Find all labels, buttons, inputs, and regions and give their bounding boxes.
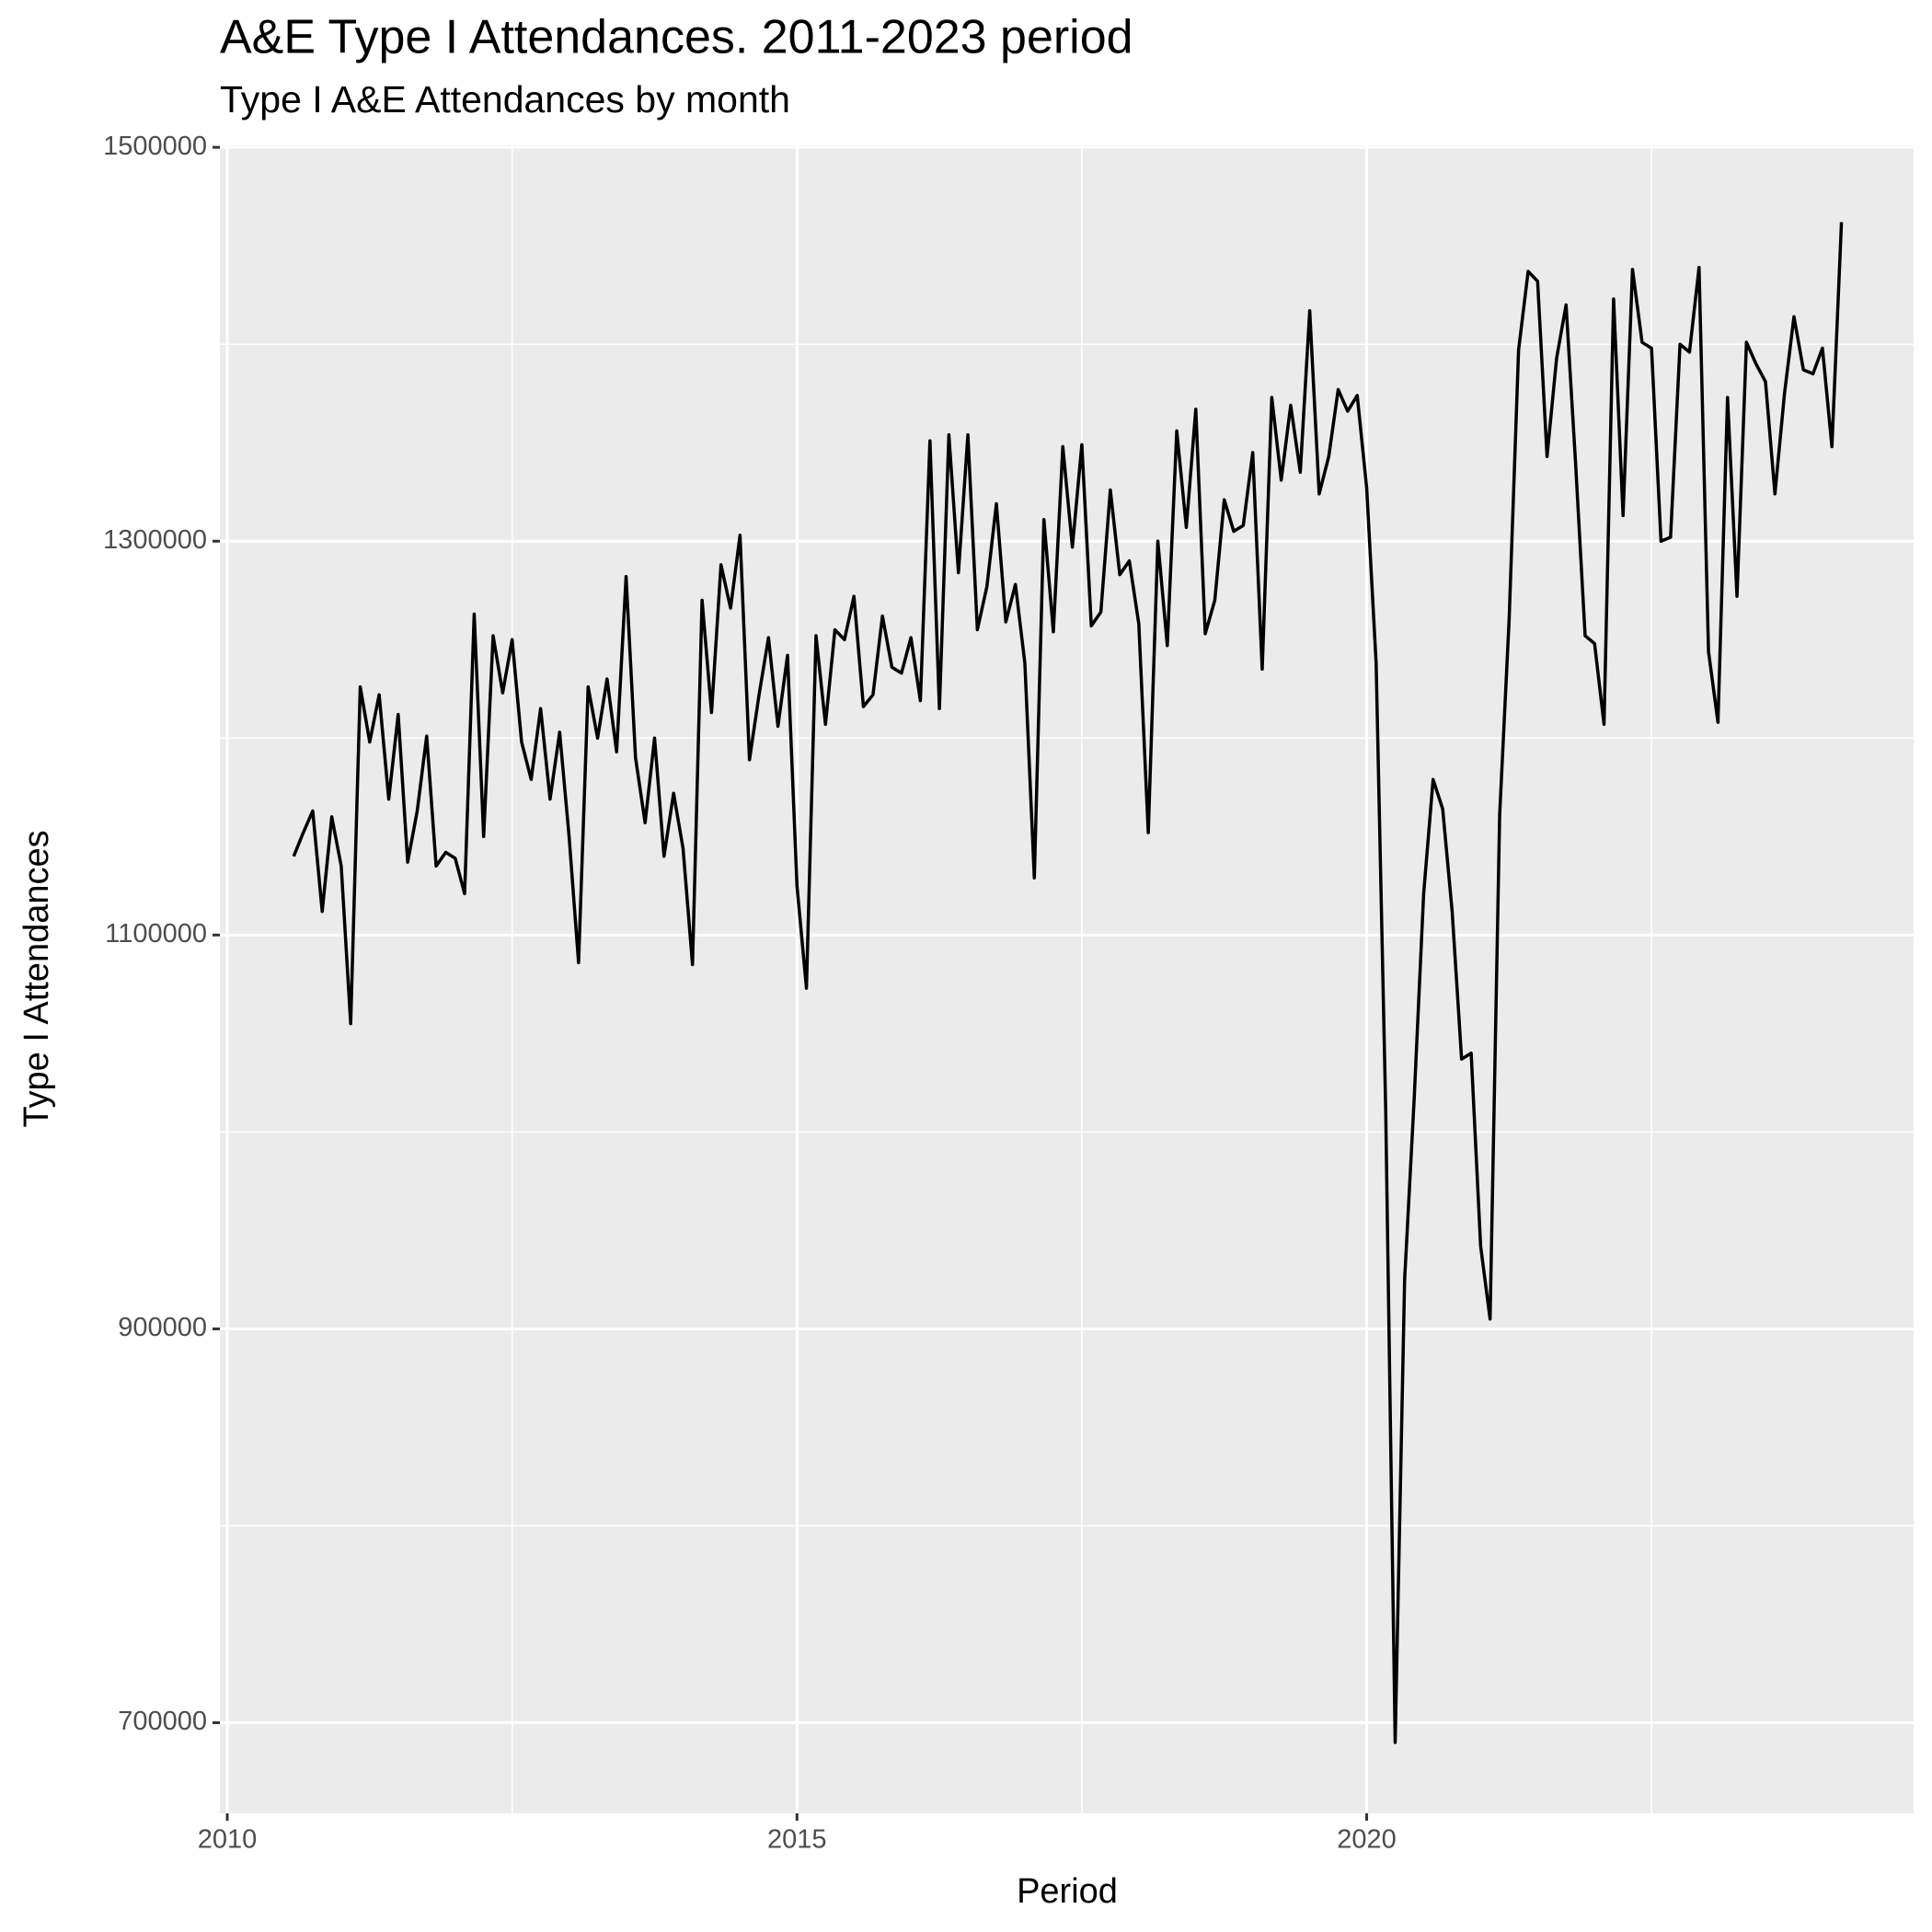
y-axis-title: Type I Attendances <box>17 830 56 1127</box>
chart-title: A&E Type I Attendances. 2011-2023 period <box>220 11 1133 64</box>
line <box>292 222 1844 1744</box>
y-tick-label: 1500000 <box>103 132 207 161</box>
y-tick-label: 700000 <box>118 1707 207 1736</box>
y-tick-label: 1100000 <box>105 919 207 949</box>
y-tick-label: 1300000 <box>103 525 207 555</box>
y-tick-label: 900000 <box>118 1313 207 1342</box>
panel <box>220 145 1914 1813</box>
x-tick-label: 2015 <box>767 1825 827 1855</box>
x-tick-label: 2020 <box>1337 1825 1397 1855</box>
x-tick-label: 2010 <box>198 1825 258 1855</box>
x-axis-title: Period <box>1017 1872 1118 1911</box>
chart-subtitle: Type I A&E Attendances by month <box>220 78 790 121</box>
